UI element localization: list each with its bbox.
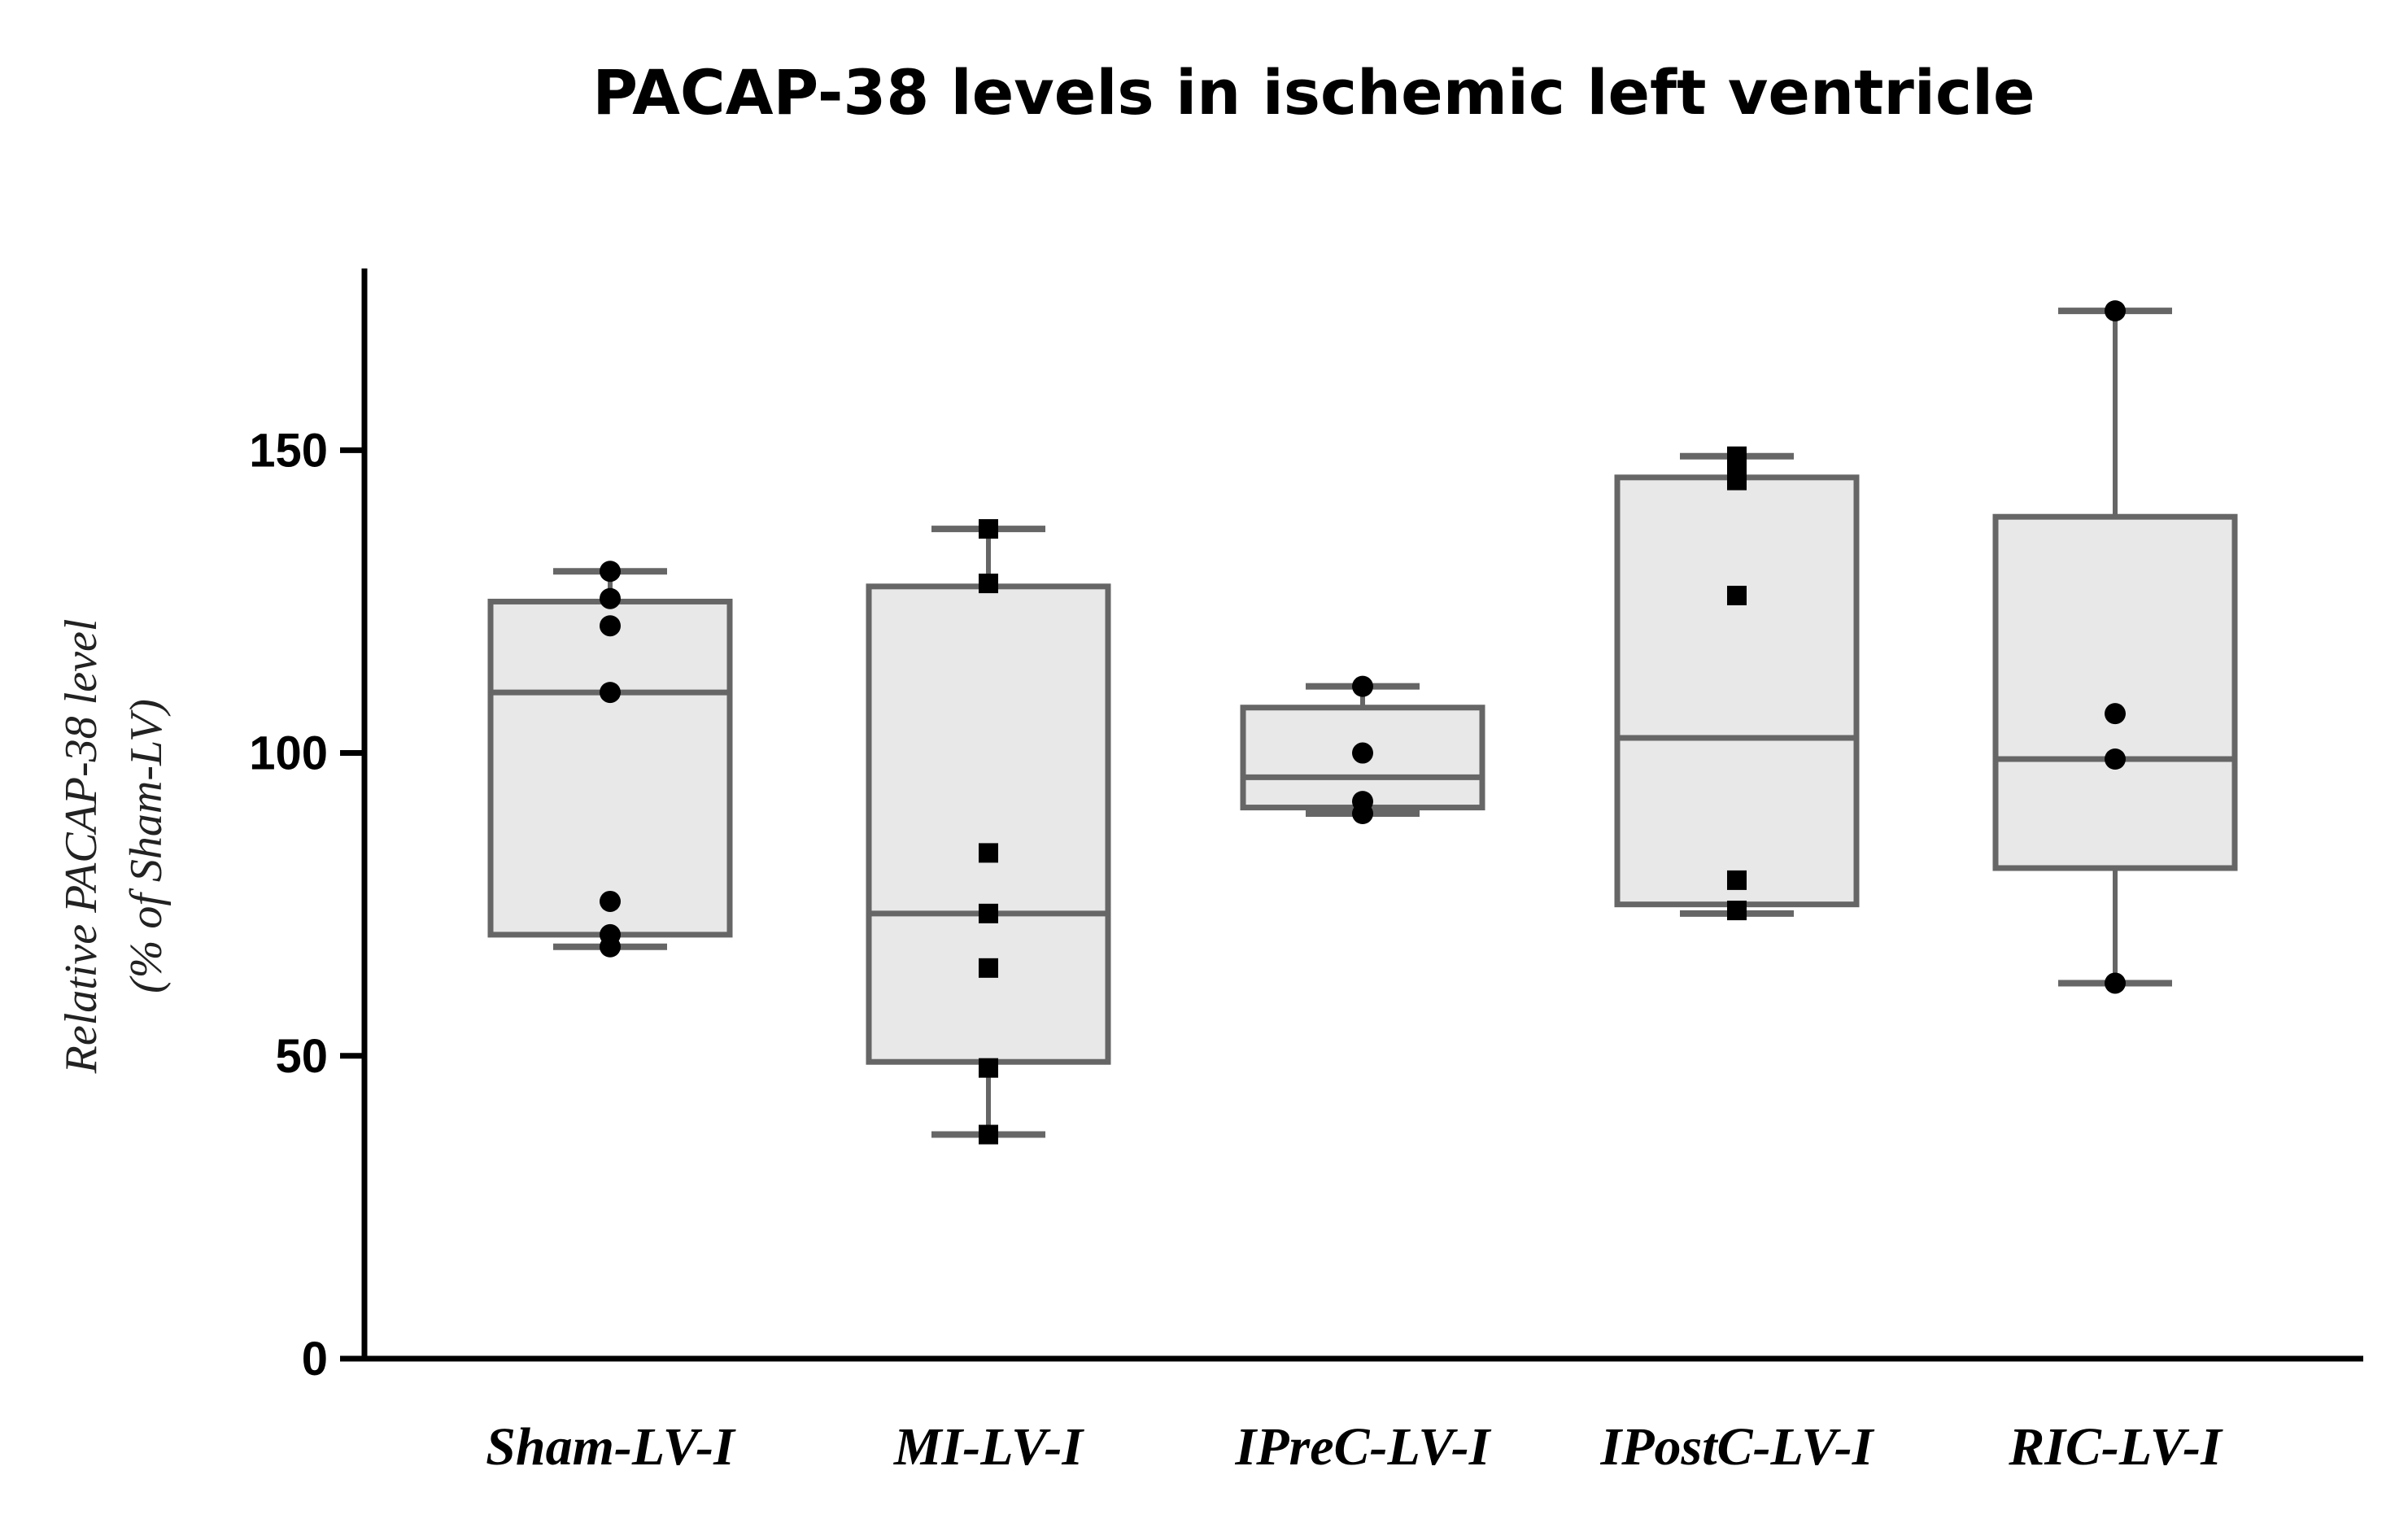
- x-tick-label: IPostC-LV-I: [1600, 1417, 1875, 1477]
- data-point: [979, 519, 998, 539]
- box: [1614, 474, 1860, 908]
- box-group-5: [1992, 300, 2238, 994]
- y-tick-label: 0: [302, 1333, 328, 1386]
- data-point: [2105, 703, 2126, 725]
- box-group-1: [487, 561, 733, 958]
- x-tick-label: MI-LV-I: [893, 1417, 1085, 1477]
- box: [1992, 513, 2238, 871]
- data-point: [979, 958, 998, 978]
- data-point: [1727, 870, 1747, 890]
- data-point: [600, 615, 621, 637]
- box: [866, 583, 1111, 1065]
- data-point: [2105, 972, 2126, 994]
- data-point: [2105, 300, 2126, 322]
- data-point: [1352, 675, 1373, 697]
- y-axis-label-line-1: Relative PACAP-38 level: [56, 619, 107, 1075]
- chart-title: PACAP-38 levels in ischemic left ventric…: [592, 56, 2035, 129]
- data-point: [600, 561, 621, 583]
- data-point: [1352, 742, 1373, 764]
- y-tick-label: 100: [249, 727, 328, 780]
- data-point: [979, 843, 998, 863]
- y-tick-label: 50: [275, 1030, 328, 1083]
- data-point: [979, 574, 998, 594]
- data-point: [600, 682, 621, 704]
- y-tick-label: 150: [249, 424, 328, 477]
- y-axis-label-line-2: (% of Sham-LV): [121, 699, 172, 993]
- data-point: [600, 936, 621, 958]
- axes: 0 50 100 150: [249, 268, 2363, 1386]
- data-point: [979, 903, 998, 923]
- box: [487, 598, 733, 938]
- data-point: [600, 890, 621, 912]
- data-point: [2105, 748, 2126, 770]
- data-point: [600, 587, 621, 609]
- box-group-2: [866, 519, 1111, 1145]
- data-point: [1727, 470, 1747, 491]
- box-group-4: [1614, 446, 1860, 921]
- data-point: [1352, 803, 1373, 824]
- box-plots: [487, 300, 2238, 1145]
- x-tick-label: IPreC-LV-I: [1235, 1417, 1492, 1477]
- data-point: [1727, 901, 1747, 921]
- x-tick-label: Sham-LV-I: [486, 1417, 736, 1477]
- y-axis-label: Relative PACAP-38 level (% of Sham-LV): [56, 619, 172, 1075]
- x-tick-label: RIC-LV-I: [2008, 1417, 2223, 1477]
- box-group-3: [1240, 675, 1485, 824]
- data-point: [979, 1124, 998, 1145]
- data-point: [1727, 586, 1747, 605]
- x-tick-labels: Sham-LV-I MI-LV-I IPreC-LV-I IPostC-LV-I RIC…: [486, 1417, 2223, 1477]
- data-point: [979, 1058, 998, 1078]
